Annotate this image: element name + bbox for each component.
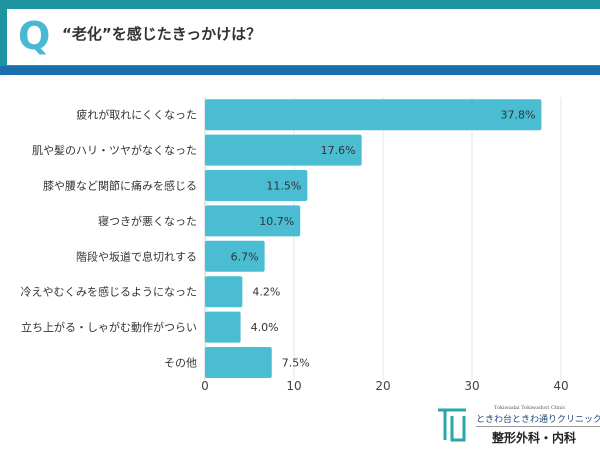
category-label: 立ち上がる・しゃがむ動作がつらい — [21, 320, 197, 334]
bar — [205, 134, 362, 166]
x-tick-label: 40 — [553, 379, 568, 393]
clinic-logo: Tokiwadai Tokiwadori Clinic ときわ台ときわ通りクリニ… — [436, 402, 600, 448]
bar — [205, 276, 243, 308]
value-label: 11.5% — [266, 180, 301, 193]
q-icon: Q — [18, 14, 51, 58]
category-label: 膝や腰など関節に痛みを感じる — [43, 179, 197, 193]
x-tick-label: 10 — [286, 379, 301, 393]
x-tick-label: 20 — [375, 379, 390, 393]
category-label: 肌や髪のハリ・ツヤがなくなった — [32, 143, 197, 157]
bar — [205, 205, 301, 237]
x-tick-label: 0 — [201, 379, 209, 393]
logo-small-text: Tokiwadai Tokiwadori Clinic — [494, 405, 566, 411]
category-label: 疲れが取れにくくなった — [76, 108, 197, 122]
category-label: 冷えやむくみを感じるようになった — [21, 286, 197, 299]
bar — [205, 240, 265, 272]
logo-name: ときわ台ときわ通りクリニック — [476, 412, 600, 427]
question-box — [7, 9, 600, 65]
value-label: 10.7% — [259, 215, 294, 228]
value-label: 37.8% — [500, 109, 535, 122]
value-label: 17.6% — [321, 144, 356, 157]
logo-mark-icon — [438, 408, 466, 442]
x-tick-label: 30 — [464, 379, 479, 393]
category-label: その他 — [164, 357, 197, 370]
bar — [205, 170, 308, 201]
question-title: “老化”を感じたきっかけは？ — [62, 25, 262, 43]
category-label: 寝つきが悪くなった — [98, 214, 197, 228]
bar — [205, 311, 241, 343]
value-label: 7.5% — [282, 357, 310, 370]
category-label: 階段や坂道で息切れする — [76, 249, 197, 263]
value-label: 4.0% — [251, 321, 279, 334]
logo-dept: 整形外科・内科 — [492, 431, 577, 445]
bar — [205, 99, 542, 131]
value-label: 4.2% — [252, 286, 280, 299]
value-label: 6.7% — [231, 250, 259, 263]
bar — [205, 347, 272, 378]
